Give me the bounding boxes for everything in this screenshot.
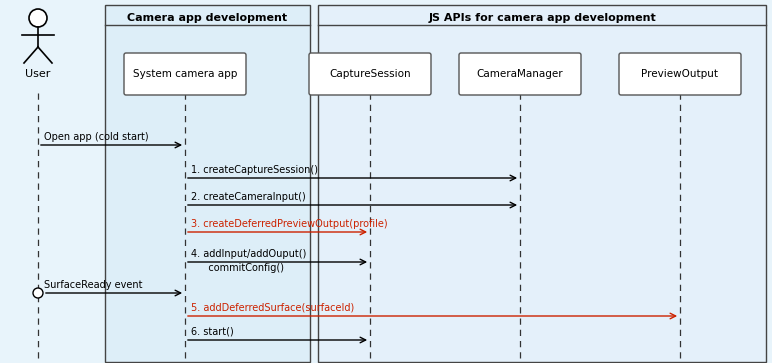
Text: System camera app: System camera app xyxy=(133,69,237,79)
FancyBboxPatch shape xyxy=(105,5,310,362)
Text: 5. addDeferredSurface(surfaceId): 5. addDeferredSurface(surfaceId) xyxy=(191,303,354,313)
Text: 2. createCameraInput(): 2. createCameraInput() xyxy=(191,192,306,202)
Text: 3. createDeferredPreviewOutput(profile): 3. createDeferredPreviewOutput(profile) xyxy=(191,219,388,229)
Circle shape xyxy=(29,9,47,27)
FancyBboxPatch shape xyxy=(309,53,431,95)
Text: 1. createCaptureSession(): 1. createCaptureSession() xyxy=(191,165,318,175)
Text: JS APIs for camera app development: JS APIs for camera app development xyxy=(428,13,656,23)
Circle shape xyxy=(33,288,43,298)
Text: CameraManager: CameraManager xyxy=(476,69,564,79)
Text: Camera app development: Camera app development xyxy=(127,13,287,23)
Text: PreviewOutput: PreviewOutput xyxy=(642,69,719,79)
FancyBboxPatch shape xyxy=(124,53,246,95)
Text: Open app (cold start): Open app (cold start) xyxy=(44,132,149,142)
Text: User: User xyxy=(25,69,51,79)
FancyBboxPatch shape xyxy=(318,5,766,362)
Text: commitConfig(): commitConfig() xyxy=(199,263,284,273)
Text: 4. addInput/addOuput(): 4. addInput/addOuput() xyxy=(191,249,306,259)
Text: 6. start(): 6. start() xyxy=(191,327,234,337)
Text: CaptureSession: CaptureSession xyxy=(329,69,411,79)
FancyBboxPatch shape xyxy=(619,53,741,95)
FancyBboxPatch shape xyxy=(459,53,581,95)
Text: SurfaceReady event: SurfaceReady event xyxy=(44,280,143,290)
